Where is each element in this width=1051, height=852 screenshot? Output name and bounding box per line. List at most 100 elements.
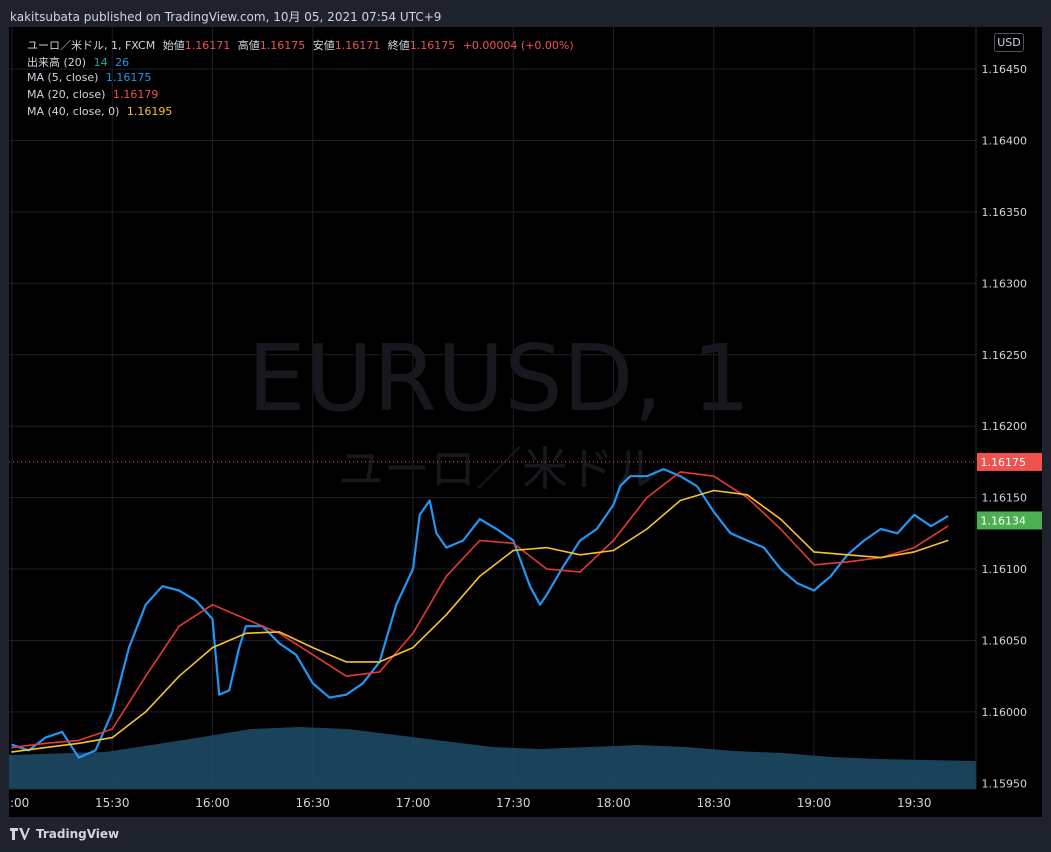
series-2-point [178,675,180,677]
y-tick-label: 1.16000 [982,706,1028,719]
ma5-legend[interactable]: MA (5, close) 1.16175 [27,71,155,84]
series-1-point [11,746,13,749]
series-0-point [194,599,197,602]
series-0-point [144,603,147,606]
series-2-point [612,549,615,552]
tradingview-footer[interactable]: TradingView [10,827,119,841]
series-2-point [44,746,47,749]
series-0-point [619,485,621,488]
y-tick-label: 1.16350 [982,206,1028,219]
series-1-point [211,603,214,606]
series-0-point [94,749,97,752]
series-0-point [946,515,949,517]
ma20-value: 1.16179 [112,88,159,101]
last-price-label: 1.16175 [981,456,1027,469]
series-2-point [545,546,548,549]
series-0-point [796,582,799,585]
series-0-point [238,646,241,649]
last-price-tag [977,452,1042,471]
series-1-point [512,542,515,545]
high-value: 1.16175 [259,39,306,52]
x-tick-label: 17:00 [396,796,431,810]
series-0-point [428,499,431,502]
series-0-point [395,603,398,606]
series-2-point [78,742,80,745]
chart-frame[interactable]: EURUSD, 1 ユーロ／米ドル 1.16450 1.16400 1.16350 1.1… [9,27,1042,817]
series-0-point [295,653,297,656]
series-2-point [512,549,515,552]
open-value: 1.16171 [184,39,231,52]
series-1-point [378,671,381,673]
ma20-label: MA (20, close) [27,88,106,101]
series-0-point [311,682,314,685]
series-0-point [228,689,231,692]
series-0-point [896,532,899,535]
y-tick-label: 1.16300 [982,277,1028,290]
y-tick-label: 1.16250 [982,349,1028,362]
series-0-point [11,743,13,746]
x-tick-label: 19:30 [897,796,932,810]
chart-canvas[interactable]: EURUSD, 1 ユーロ／米ドル 1.16450 1.16400 1.16350 1.1… [9,27,1042,817]
series-2-point [11,751,13,753]
series-0-point [178,589,180,592]
series-line-1[interactable] [11,471,949,749]
series-1-point [44,742,47,745]
series-0-point [545,593,548,596]
currency-button[interactable]: USD [994,33,1024,52]
series-0-point [278,642,281,645]
series-2-point [378,661,381,663]
series-0-point [696,485,698,488]
tradingview-logo-icon [10,828,30,840]
change-value: +0.00004 (+0.00%) [462,39,574,52]
volume-legend[interactable]: 出来高 (20) 14 26 [27,54,133,70]
series-0-point [111,711,114,713]
series-2-point [579,553,581,556]
series-1-point [579,571,581,573]
series-line-2[interactable] [11,489,948,753]
series-0-point [662,468,665,470]
series-0-point [211,618,214,620]
series-1-point [746,496,748,499]
y-tick-label: 1.16400 [982,135,1028,148]
series-0-point [712,511,715,513]
series-0-point [863,539,865,542]
ma40-legend[interactable]: MA (40, close, 0) 1.16195 [27,105,176,118]
ma20-legend[interactable]: MA (20, close) 1.16179 [27,88,162,101]
series-2-point [345,661,347,663]
x-tick-label: 19:00 [797,796,832,810]
series-1-point [712,475,715,478]
series-0-point [128,646,130,649]
series-1-point [412,632,414,635]
series-2-point [278,631,281,633]
x-tick-label: 18:30 [696,796,731,810]
series-0-point [245,625,247,627]
series-0-point [930,525,932,527]
series-0-point [729,532,732,535]
series-0-point [418,513,421,516]
series-1-point [144,675,147,677]
series-0-point [412,568,414,570]
x-tick-label: 15:30 [95,796,130,810]
x-tick-label: 17:30 [496,796,531,810]
published-header: kakitsubata published on TradingView.com… [10,10,442,24]
series-1-point [913,546,916,549]
series-0-point [218,693,220,696]
series-0-point [462,539,464,542]
series-0-point [629,475,632,478]
time-axis-bg [9,789,1042,817]
y-tick-label: 1.16050 [982,634,1028,647]
series-1-point [679,471,682,473]
series-2-point [144,711,147,713]
series-line-0[interactable] [11,468,949,759]
series-2-point [880,556,882,559]
y-tick-label: 1.16450 [982,63,1028,76]
series-1-point [646,496,648,499]
series-2-point [846,553,849,556]
volume-value-2: 26 [115,56,130,69]
series-0-point [328,696,331,699]
symbol-label[interactable]: ユーロ／米ドル, 1, FXCM [27,39,156,52]
series-1-point [245,618,247,620]
series-0-point [445,546,448,549]
y-tick-label: 1.16150 [982,492,1028,505]
volume-area [9,727,976,789]
